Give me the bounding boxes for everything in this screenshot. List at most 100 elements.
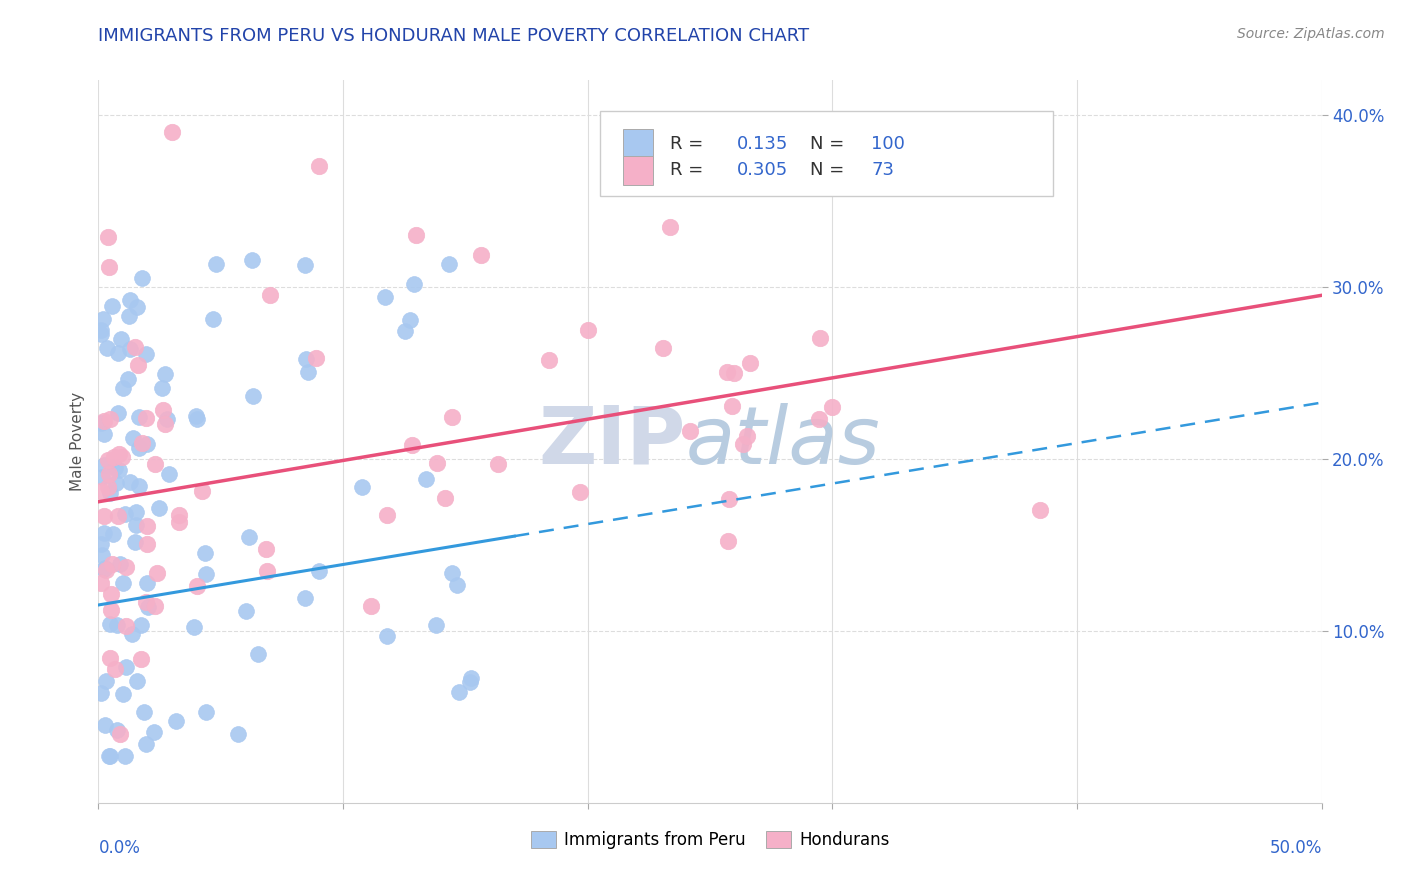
Point [115, 560, 138, 574]
Text: N =: N = [810, 135, 845, 153]
Point [131, 271, 153, 285]
FancyBboxPatch shape [623, 156, 652, 185]
Point [169, 508, 191, 522]
Point [259, 288, 281, 302]
Point [125, 517, 148, 532]
Point [415, 472, 437, 486]
Point [360, 599, 382, 613]
Point [569, 484, 592, 499]
Point [93, 562, 115, 576]
Point [148, 501, 170, 516]
Point [425, 618, 447, 632]
Point [143, 599, 166, 614]
Point [112, 687, 135, 701]
Point [125, 673, 148, 688]
Text: 100: 100 [872, 135, 905, 153]
Point [143, 457, 166, 471]
Point [297, 365, 319, 379]
Point [90, 483, 112, 498]
Text: atlas: atlas [686, 402, 880, 481]
Point [295, 352, 318, 367]
Point [91, 469, 114, 483]
Text: 0.0%: 0.0% [98, 838, 141, 857]
Point [94, 674, 117, 689]
Point [426, 456, 449, 470]
Point [201, 311, 224, 326]
Point [97, 453, 120, 467]
Point [105, 723, 128, 737]
Point [101, 299, 124, 313]
Point [105, 617, 128, 632]
Point [128, 479, 150, 493]
Text: 73: 73 [872, 161, 894, 179]
Point [112, 576, 135, 591]
Point [118, 342, 141, 356]
Point [305, 351, 328, 365]
Point [124, 340, 146, 354]
Point [104, 662, 127, 676]
Point [238, 530, 260, 544]
Point [153, 417, 176, 431]
Point [90, 327, 112, 342]
Point [308, 159, 330, 173]
Point [110, 557, 132, 571]
Point [111, 450, 134, 464]
Text: 50.0%: 50.0% [1270, 838, 1322, 857]
Point [93, 526, 115, 541]
Point [194, 546, 217, 560]
Point [434, 491, 457, 506]
Point [136, 575, 159, 590]
Point [93, 426, 115, 441]
Point [731, 437, 754, 451]
Point [1029, 503, 1052, 517]
Point [821, 400, 844, 414]
Point [94, 563, 117, 577]
Point [105, 475, 128, 490]
Point [115, 660, 138, 674]
Point [135, 595, 157, 609]
Point [114, 508, 136, 522]
Point [246, 647, 269, 661]
Point [107, 509, 129, 524]
Point [127, 358, 149, 372]
Point [135, 519, 157, 533]
Point [103, 450, 125, 464]
Point [121, 627, 143, 641]
Point [138, 600, 160, 615]
Point [242, 389, 264, 403]
Point [125, 300, 148, 314]
Point [195, 705, 218, 719]
Point [118, 475, 141, 489]
Point [256, 564, 278, 578]
Point [91, 311, 114, 326]
Point [460, 671, 482, 685]
Point [101, 527, 124, 541]
Point [405, 228, 427, 243]
Point [235, 604, 257, 618]
Point [93, 414, 115, 428]
Point [118, 293, 141, 307]
Point [90, 416, 112, 430]
Point [807, 411, 830, 425]
Point [186, 409, 208, 423]
Point [100, 603, 122, 617]
Point [159, 467, 181, 482]
Point [718, 491, 741, 506]
Point [194, 567, 217, 582]
Point [652, 341, 675, 355]
Point [145, 566, 167, 581]
Point [117, 372, 139, 386]
Point [90, 575, 112, 590]
Point [186, 579, 208, 593]
Text: 0.305: 0.305 [737, 161, 789, 179]
Point [717, 534, 740, 549]
Point [98, 467, 121, 481]
Text: N =: N = [810, 161, 845, 179]
Text: R =: R = [669, 161, 709, 179]
Point [114, 619, 136, 633]
Text: R =: R = [669, 135, 709, 153]
Y-axis label: Male Poverty: Male Poverty [69, 392, 84, 491]
Point [294, 258, 316, 272]
FancyBboxPatch shape [623, 129, 652, 159]
Text: Source: ZipAtlas.com: Source: ZipAtlas.com [1237, 27, 1385, 41]
